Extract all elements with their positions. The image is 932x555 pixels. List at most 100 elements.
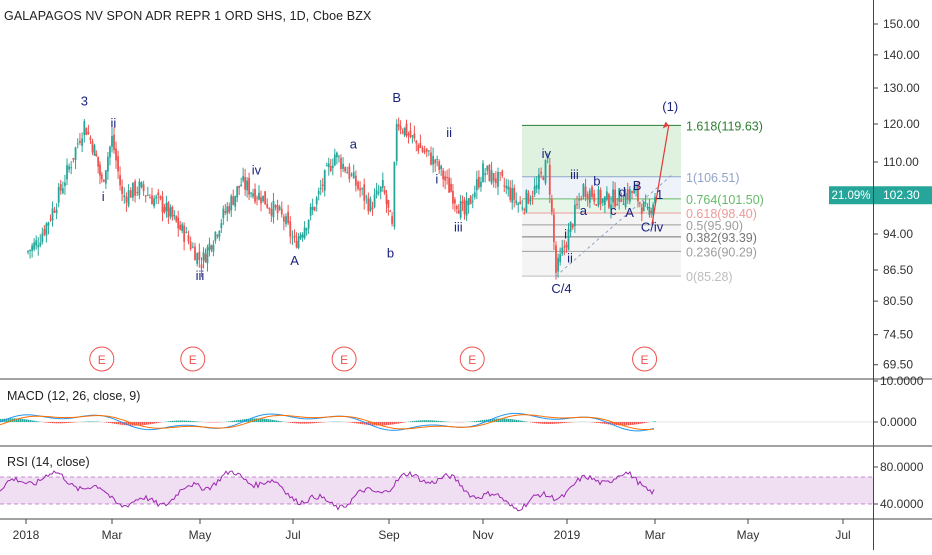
candle-body (240, 185, 242, 186)
symbol-title: GALAPAGOS NV SPON ADR REPR 1 ORD SHS, 1D… (4, 9, 371, 23)
macd-histogram-bar (314, 422, 316, 423)
candle-body (185, 232, 187, 233)
macd-histogram-bar (386, 422, 388, 425)
candle-body (517, 203, 519, 205)
candle-body (391, 216, 393, 224)
candle-body (126, 197, 128, 203)
macd-histogram-bar (416, 421, 418, 422)
macd-histogram-bar (32, 420, 34, 422)
wave-label: iii (454, 220, 463, 235)
macd-histogram-bar (552, 422, 554, 424)
candle-body (308, 220, 310, 228)
candle-body (549, 165, 551, 195)
candle-body (167, 202, 169, 217)
macd-histogram-bar (566, 422, 568, 423)
candle-body (357, 182, 359, 189)
candle-body (320, 188, 322, 189)
macd-histogram-bar (350, 422, 352, 423)
candle-body (29, 250, 31, 251)
candle-body (422, 148, 424, 152)
candle-body (60, 184, 62, 191)
candle-body (598, 189, 600, 205)
candle-body (576, 204, 578, 205)
candle-body (177, 218, 179, 229)
wave-label: ii (567, 251, 573, 266)
candle-body (408, 134, 410, 135)
macd-histogram-bar (186, 421, 188, 422)
macd-histogram-bar (554, 422, 556, 424)
macd-histogram-bar (472, 421, 474, 422)
macd-histogram-bar (268, 419, 270, 422)
candle-body (583, 184, 585, 197)
candle-body (211, 246, 213, 250)
candle-body (183, 226, 185, 242)
candle-body (448, 177, 450, 192)
candle-body (466, 201, 468, 216)
candle-body (551, 199, 553, 212)
candle-body (501, 171, 503, 176)
candle-body (542, 177, 544, 180)
candle-body (279, 207, 281, 210)
time-axis-label: Jul (835, 528, 850, 542)
price-axis-label: 80.50 (883, 294, 913, 308)
candle-body (248, 178, 250, 195)
macd-histogram-bar (240, 420, 242, 422)
candle-body (389, 211, 391, 212)
macd-histogram-bar (304, 422, 306, 424)
candle-body (155, 196, 157, 198)
macd-histogram-bar (412, 421, 414, 422)
rsi-tick-label: 80.0000 (880, 460, 924, 474)
candle-body (570, 222, 572, 232)
macd-histogram-bar (410, 421, 412, 422)
macd-histogram-bar (436, 421, 438, 422)
macd-histogram-bar (422, 420, 424, 422)
candle-body (645, 203, 647, 204)
macd-histogram-bar (394, 422, 396, 424)
candle-body (424, 150, 426, 152)
candle-body (171, 207, 173, 218)
candle-body (555, 245, 557, 272)
candle-body (376, 190, 378, 194)
macd-histogram-bar (506, 419, 508, 422)
candle-body (413, 134, 415, 139)
macd-histogram-bar (434, 421, 436, 422)
macd-histogram-bar (432, 420, 434, 422)
time-axis-label: 2019 (554, 528, 581, 542)
candle-body (353, 172, 355, 178)
wave-label: iii (196, 268, 205, 283)
macd-histogram-bar (514, 420, 516, 422)
macd-histogram-bar (178, 421, 180, 422)
candle-body (486, 166, 488, 171)
candle-body (310, 207, 312, 216)
candle-body (523, 209, 525, 210)
macd-histogram-bar (110, 422, 112, 423)
macd-histogram-bar (320, 422, 322, 423)
candle-body (181, 224, 183, 231)
macd-histogram-bar (230, 421, 232, 422)
candle-body (530, 200, 532, 201)
candle-body (62, 188, 64, 193)
candle-body (228, 206, 230, 212)
macd-histogram-bar (238, 420, 240, 422)
macd-histogram-bar (140, 422, 142, 425)
macd-histogram-bar (444, 421, 446, 422)
price-axis-label: 69.50 (883, 358, 913, 372)
macd-histogram-bar (418, 420, 420, 422)
candle-body (95, 154, 97, 156)
candle-body (534, 186, 536, 194)
candle-body (340, 158, 342, 169)
macd-histogram-bar (36, 421, 38, 422)
candle-body (56, 209, 58, 213)
candle-body (159, 196, 161, 198)
candle-body (400, 126, 402, 129)
candle-body (398, 124, 400, 126)
macd-histogram-bar (228, 421, 230, 422)
macd-histogram-bar (34, 421, 36, 422)
macd-histogram-bar (550, 422, 552, 424)
candle-body (260, 197, 262, 203)
candle-body (380, 187, 382, 192)
candle-body (275, 205, 277, 207)
candle-body (79, 141, 81, 143)
macd-histogram-bar (642, 422, 644, 423)
